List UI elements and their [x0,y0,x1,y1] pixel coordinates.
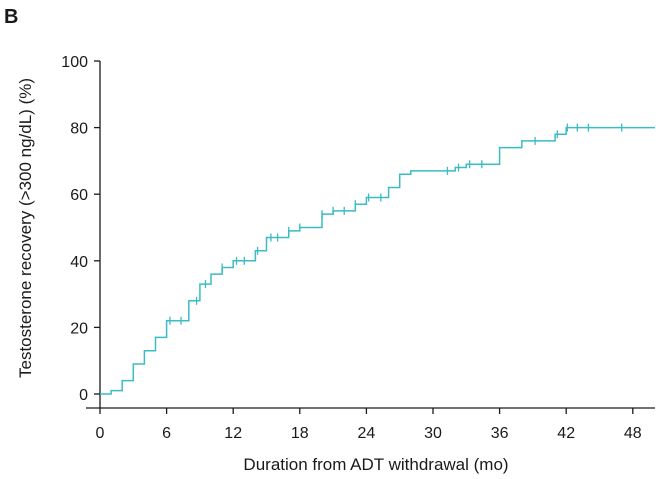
x-tick-label: 12 [224,425,242,442]
y-tick-label: 40 [70,254,88,271]
panel-label: B [4,6,19,28]
x-tick-label: 0 [96,425,105,442]
x-axis-title: Duration from ADT withdrawal (mo) [243,455,508,474]
x-tick-label: 30 [424,425,442,442]
x-tick-label: 42 [557,425,575,442]
y-tick-label: 60 [70,187,88,204]
y-tick-label: 80 [70,121,88,138]
y-tick-label: 20 [70,320,88,337]
x-tick-label: 48 [624,425,642,442]
x-tick-label: 18 [291,425,309,442]
x-tick-label: 24 [358,425,376,442]
y-tick-label: 0 [79,387,88,404]
tick-group: 0 20 40 60 80 100 0 6 12 18 24 30 36 42 48 [61,54,642,442]
x-tick-label: 6 [162,425,171,442]
km-step-line [100,126,655,395]
y-tick-label: 100 [61,54,88,71]
plot-area [100,123,655,395]
axes [86,61,655,409]
x-tick-label: 36 [491,425,509,442]
y-axis-title: Testosterone recovery (>300 ng/dL) (%) [16,78,35,378]
